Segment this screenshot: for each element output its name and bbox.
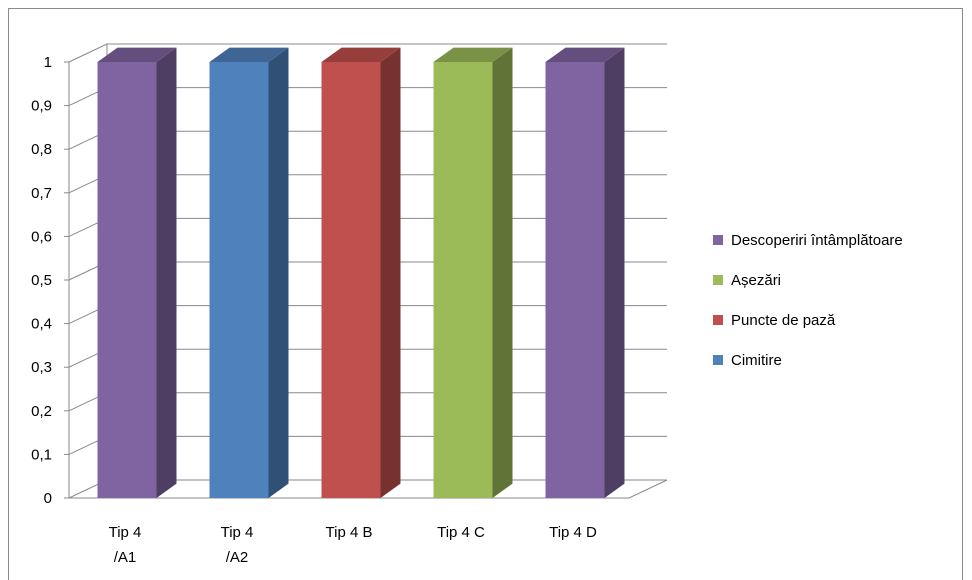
x-axis-categories: Tip 4/A1 Tip 4/A2 Tip 4 B Tip 4 C Tip 4 D [109, 524, 597, 566]
x-category-label: /A1 [114, 549, 137, 566]
y-tick-label: 0,9 [31, 98, 52, 115]
legend-item: Așezări [713, 272, 781, 289]
bar-top [321, 47, 401, 62]
legend: Descoperiri întâmplătoare Așezări Puncte d… [713, 232, 903, 369]
y-tick-label: 0,5 [31, 272, 52, 289]
bar-front [209, 62, 269, 498]
bar [97, 47, 177, 498]
y-axis-ticks: 0 0,1 0,2 0,3 0,4 0,5 0,6 0,7 0,8 0,9 1 [31, 54, 69, 507]
x-category-label: Tip 4 B [326, 524, 373, 541]
legend-item: Descoperiri întâmplătoare [713, 232, 903, 249]
gridline-diagonal [68, 43, 108, 63]
bars [97, 47, 625, 498]
chart-frame [8, 8, 963, 580]
y-tick-label: 1 [44, 54, 52, 71]
y-tick-label: 0 [44, 490, 52, 507]
y-tick-label: 0,6 [31, 228, 52, 245]
y-tick-label: 0,7 [31, 185, 52, 202]
y-tick-label: 0,1 [31, 446, 52, 463]
bar [545, 47, 625, 498]
legend-label: Așezări [731, 272, 781, 289]
legend-item: Cimitire [713, 352, 782, 369]
legend-item: Puncte de pază [713, 312, 836, 329]
bar-top [209, 47, 289, 62]
bar [321, 47, 401, 498]
bar [209, 47, 289, 498]
bar [433, 47, 513, 498]
legend-swatch [713, 235, 723, 245]
x-category-label: Tip 4 D [549, 524, 597, 541]
x-category-label: Tip 4 C [437, 524, 485, 541]
x-category-label: /A2 [226, 549, 249, 566]
legend-label: Puncte de pază [731, 312, 836, 329]
y-tick-label: 0,8 [31, 141, 52, 158]
bar-front [97, 62, 157, 498]
y-tick-label: 0,2 [31, 403, 52, 420]
x-category-label: Tip 4 [109, 524, 142, 541]
legend-label: Descoperiri întâmplătoare [731, 232, 903, 249]
bar-side [492, 47, 513, 498]
bar-top [545, 47, 625, 62]
bar-side [604, 47, 625, 498]
bar-top [97, 47, 177, 62]
legend-swatch [713, 355, 723, 365]
legend-label: Cimitire [731, 352, 782, 369]
legend-swatch [713, 315, 723, 325]
y-tick-label: 0,3 [31, 359, 52, 376]
bar-front [321, 62, 381, 498]
legend-swatch [713, 275, 723, 285]
bar-side [380, 47, 401, 498]
bar-front [545, 62, 605, 498]
bar-top [433, 47, 513, 62]
bar-side [156, 47, 177, 498]
y-tick-label: 0,4 [31, 316, 52, 333]
bar-front [433, 62, 493, 498]
x-category-label: Tip 4 [221, 524, 254, 541]
bar-side [268, 47, 289, 498]
